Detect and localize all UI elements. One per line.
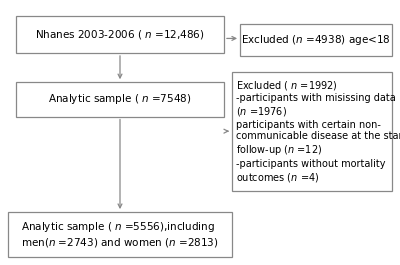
FancyBboxPatch shape — [240, 24, 392, 56]
Text: Analytic sample ( $n$ =5556),including
men($n$ =2743) and women ($n$ =2813): Analytic sample ( $n$ =5556),including m… — [21, 220, 219, 249]
Text: Excluded ($n$ =4938) age<18: Excluded ($n$ =4938) age<18 — [241, 33, 391, 47]
FancyBboxPatch shape — [16, 82, 224, 117]
FancyBboxPatch shape — [8, 212, 232, 257]
FancyBboxPatch shape — [16, 16, 224, 53]
Text: Excluded ( $n$ =1992)
-participants with misissing data
($n$ =1976)
participants: Excluded ( $n$ =1992) -participants with… — [236, 79, 400, 184]
Text: Nhanes 2003-2006 ( $n$ =12,486): Nhanes 2003-2006 ( $n$ =12,486) — [35, 28, 205, 41]
FancyBboxPatch shape — [232, 72, 392, 191]
Text: Analytic sample ( $n$ =7548): Analytic sample ( $n$ =7548) — [48, 92, 192, 106]
